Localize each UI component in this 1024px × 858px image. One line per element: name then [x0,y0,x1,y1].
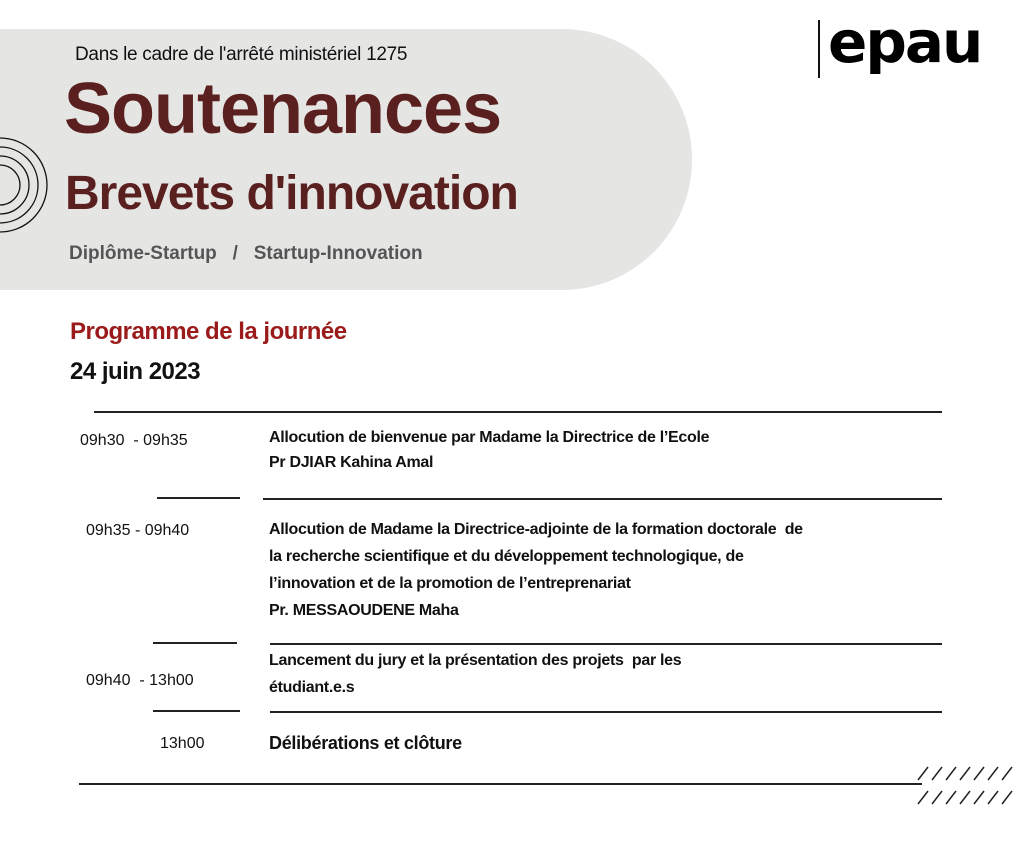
epau-logo: epau [828,8,983,76]
divider [153,642,237,644]
bottom-divider [79,783,922,785]
item-line: Lancement du jury et la présentation des… [269,652,682,669]
divider [270,643,942,645]
divider [270,711,942,713]
item-time: 09h30 - 09h35 [80,432,188,449]
program-date: 24 juin 2023 [70,358,201,385]
item-time: 09h35 - 09h40 [86,522,190,539]
divider [157,497,240,499]
divider [263,498,942,500]
item-speaker: Pr. MESSAOUDENE Maha [269,602,459,619]
slashes-decoration [917,766,1013,805]
item-line: étudiant.e.s [269,679,355,696]
tracks-text: Diplôme-Startup / Startup-Innovation [69,243,423,264]
logo-divider [818,20,820,78]
page-subtitle: Brevets d'innovation [65,167,519,220]
context-text: Dans le cadre de l'arrêté ministériel 12… [75,44,408,65]
item-line: l’innovation et de la promotion de l’ent… [269,575,631,592]
concentric-circles-decoration [0,137,48,233]
divider [153,710,240,712]
item-speaker: Pr DJIAR Kahina Amal [269,454,434,471]
divider [94,411,942,413]
page-title: Soutenances [64,69,502,149]
item-line: Allocution de Madame la Directrice-adjoi… [269,521,803,538]
item-time: 13h00 [160,735,205,752]
item-line: Allocution de bienvenue par Madame la Di… [269,429,710,446]
header-panel [0,29,692,290]
item-line: Délibérations et clôture [269,733,462,753]
program-heading: Programme de la journée [70,318,347,345]
item-line: la recherche scientifique et du développ… [269,548,744,565]
item-time: 09h40 - 13h00 [86,672,194,689]
